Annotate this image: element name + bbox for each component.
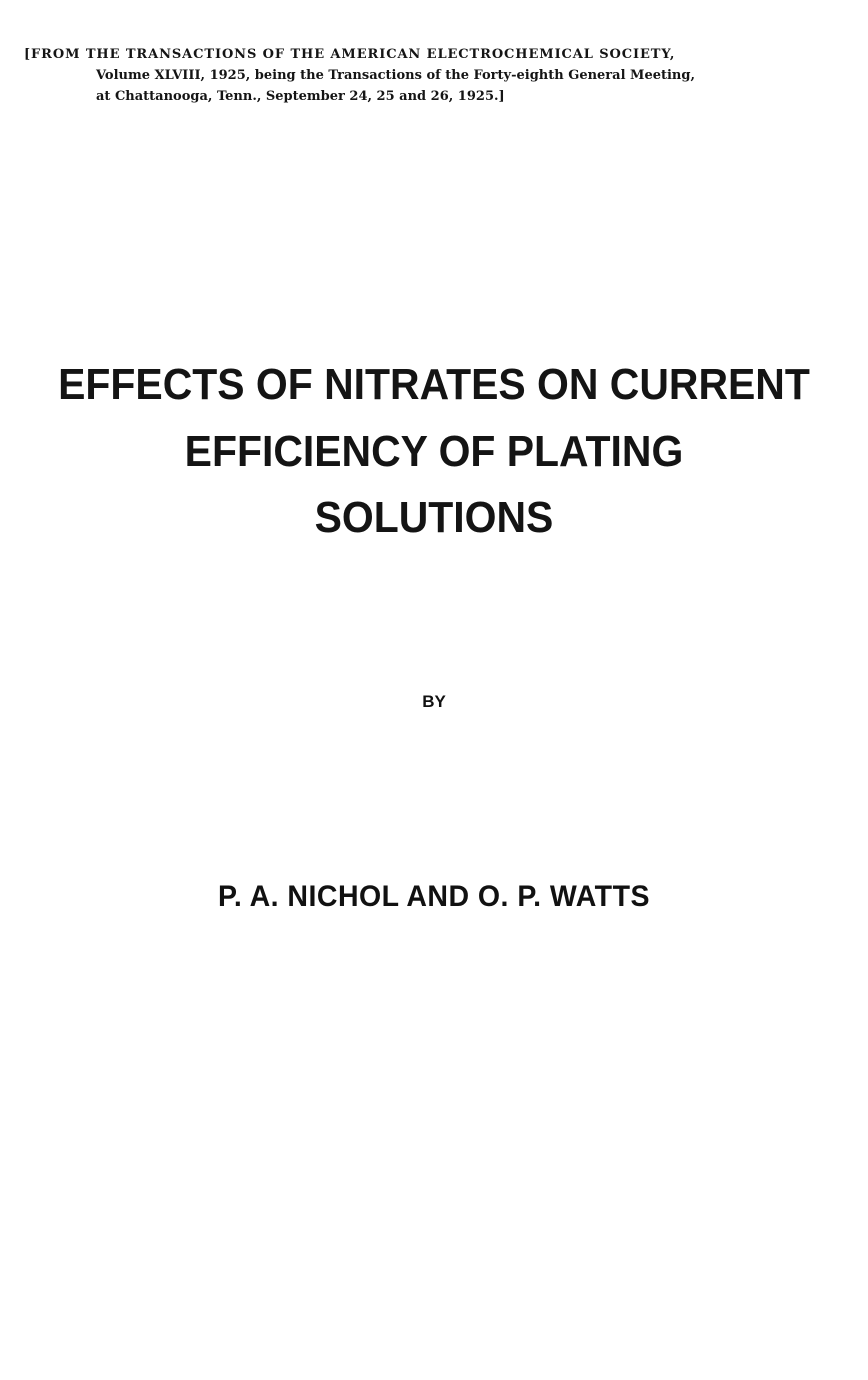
authors: P. A. NICHOL AND O. P. WATTS [218, 880, 650, 913]
source-citation-line-2: Volume XLVIII, 1925, being the Transacti… [96, 68, 695, 83]
title-line-2: EFFICIENCY OF PLATING [184, 427, 684, 476]
source-citation-line-1: [FROM THE TRANSACTIONS OF THE AMERICAN E… [24, 47, 676, 62]
source-citation-line-3: at Chattanooga, Tenn., September 24, 25 … [96, 89, 505, 104]
title-line-3: SOLUTIONS [314, 493, 554, 542]
byline: BY [422, 692, 446, 711]
title-line-1: EFFECTS OF NITRATES ON CURRENT [58, 360, 810, 409]
